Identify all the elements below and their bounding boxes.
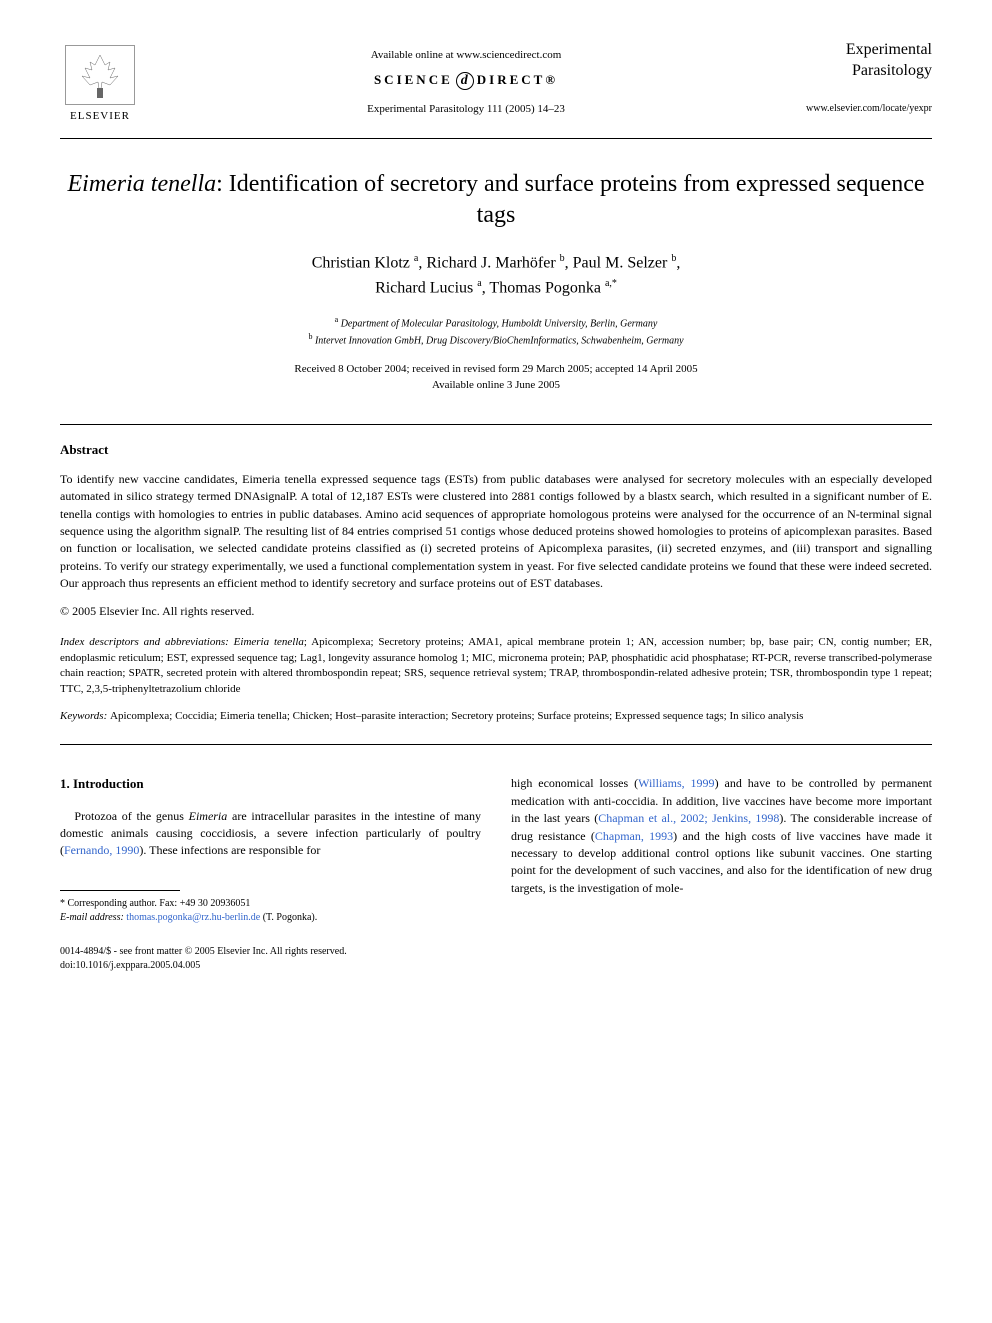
title-rest: : Identification of secretory and surfac… (216, 171, 924, 228)
copyright-text: © 2005 Elsevier Inc. All rights reserved… (60, 603, 932, 620)
right-column: high economical losses (Williams, 1999) … (511, 775, 932, 972)
footnote-divider (60, 890, 180, 891)
affiliations: a Department of Molecular Parasitology, … (60, 314, 932, 349)
index-descriptors: Index descriptors and abbreviations: Eim… (60, 635, 932, 697)
email-link[interactable]: thomas.pogonka@rz.hu-berlin.de (126, 912, 260, 923)
page-header: ELSEVIER Available online at www.science… (60, 40, 932, 130)
abstract-heading: Abstract (60, 441, 932, 459)
journal-url: www.elsevier.com/locate/yexpr (792, 102, 932, 116)
header-divider (60, 138, 932, 139)
journal-reference: Experimental Parasitology 111 (2005) 14–… (140, 102, 792, 117)
elsevier-tree-icon (65, 45, 135, 105)
intro-paragraph-left: Protozoa of the genus Eimeria are intrac… (60, 808, 481, 860)
journal-title: Experimental Parasitology (792, 40, 932, 82)
available-online-text: Available online at www.sciencedirect.co… (140, 48, 792, 63)
citation-link[interactable]: Chapman et al., 2002; Jenkins, 1998 (598, 811, 779, 825)
sciencedirect-right: DIRECT® (477, 72, 558, 87)
introduction-heading: 1. Introduction (60, 775, 481, 793)
sciencedirect-logo: SCIENCE DIRECT® (140, 71, 792, 90)
article-title: Eimeria tenella: Identification of secre… (60, 169, 932, 231)
abstract-bottom-divider (60, 744, 932, 745)
journal-title-box: Experimental Parasitology www.elsevier.c… (792, 40, 932, 116)
sciencedirect-left: SCIENCE (374, 72, 453, 87)
authors: Christian Klotz a, Richard J. Marhöfer b… (60, 251, 932, 300)
article-dates: Received 8 October 2004; received in rev… (60, 361, 932, 394)
citation-link[interactable]: Fernando, 1990 (64, 843, 139, 857)
center-header: Available online at www.sciencedirect.co… (140, 40, 792, 118)
publisher-name: ELSEVIER (70, 109, 130, 124)
keywords: Keywords: Apicomplexa; Coccidia; Eimeria… (60, 709, 932, 724)
citation-link[interactable]: Williams, 1999 (638, 776, 714, 790)
abstract-top-divider (60, 424, 932, 425)
corresponding-author-footnote: * Corresponding author. Fax: +49 30 2093… (60, 897, 481, 925)
citation-link[interactable]: Chapman, 1993 (595, 829, 673, 843)
intro-paragraph-right: high economical losses (Williams, 1999) … (511, 775, 932, 897)
publisher-logo: ELSEVIER (60, 40, 140, 130)
abstract-text: To identify new vaccine candidates, Eime… (60, 471, 932, 593)
title-species: Eimeria tenella (67, 171, 216, 197)
sciencedirect-icon (456, 72, 474, 90)
footer-copyright: 0014-4894/$ - see front matter © 2005 El… (60, 945, 481, 973)
left-column: 1. Introduction Protozoa of the genus Ei… (60, 775, 481, 972)
body-columns: 1. Introduction Protozoa of the genus Ei… (60, 775, 932, 972)
